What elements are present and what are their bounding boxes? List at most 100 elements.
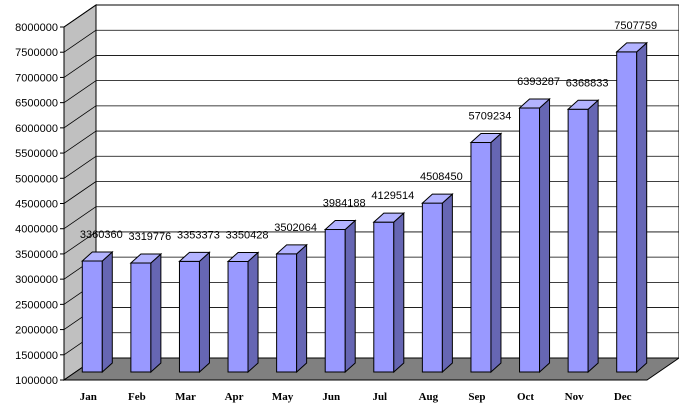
y-tick-label: 8000000: [15, 22, 58, 34]
y-tick-label: 1000000: [15, 375, 58, 387]
data-label: 3502064: [274, 222, 317, 234]
data-label: 4129514: [371, 190, 414, 202]
bar-side: [393, 212, 405, 374]
data-label: 3360360: [80, 229, 123, 241]
y-tick-label: 7500000: [15, 47, 58, 59]
bar-jul: [372, 212, 406, 374]
bar-front: [519, 107, 541, 373]
bar-mar: [178, 251, 211, 374]
bar-front: [616, 51, 638, 373]
data-label: 3319776: [128, 231, 171, 243]
bar-top: [80, 251, 114, 262]
x-tick-label: Sep: [468, 391, 485, 403]
bar-side: [344, 219, 356, 374]
bar-side: [198, 251, 210, 374]
data-label: 4508450: [420, 171, 463, 183]
bar-front: [178, 260, 200, 373]
x-tick-label: Apr: [225, 391, 244, 403]
bar-side: [247, 251, 259, 374]
x-tick-label: Jan: [80, 391, 97, 403]
data-label: 5709234: [469, 111, 512, 123]
y-tick-label: 1500000: [15, 350, 58, 362]
y-tick-label: 3500000: [15, 249, 58, 261]
bar-top: [226, 251, 260, 262]
gridline-side: [63, 130, 97, 154]
bar-front: [276, 253, 298, 373]
x-tick-label: Oct: [517, 391, 534, 403]
bar-front: [470, 142, 492, 373]
x-tick-label: Dec: [614, 391, 632, 403]
bar-side: [490, 132, 502, 374]
bar-sep: [469, 132, 503, 374]
bar-side: [101, 250, 113, 374]
y-tick-label: 7000000: [15, 72, 58, 84]
bar-top: [421, 193, 454, 204]
x-tick-label: Jun: [322, 391, 340, 403]
gridline-side: [63, 231, 97, 255]
bar-top: [518, 98, 551, 109]
bar-top: [615, 42, 649, 53]
y-tick-label: 5500000: [15, 148, 58, 160]
bar-top: [178, 251, 211, 262]
data-label: 3350428: [226, 229, 269, 241]
bar-jan: [80, 250, 114, 374]
bar-front: [421, 202, 443, 373]
bar-front: [567, 108, 589, 373]
bar-dec: [615, 41, 649, 374]
data-labels: 3360360 3319776 3353373 3350428 3502064 39841…: [80, 20, 657, 243]
bar-jun: [323, 219, 357, 374]
x-tick-label: Mar: [175, 391, 196, 403]
x-tick-label: May: [272, 391, 294, 403]
bar-feb: [129, 252, 163, 374]
bar-top: [566, 99, 600, 110]
data-label: 3353373: [177, 229, 220, 241]
x-tick-label: Aug: [419, 391, 439, 403]
y-axis-ticks: 1000000 1500000 2000000 2500000 3000000 35000…: [15, 22, 64, 387]
bar-side: [587, 99, 599, 374]
gridline-side: [63, 206, 97, 230]
gridline-side: [63, 4, 97, 28]
bar-apr: [226, 251, 260, 374]
bar-top: [129, 253, 163, 264]
bar-front: [130, 262, 152, 373]
bar-side: [636, 41, 648, 374]
gridline-side: [63, 80, 97, 103]
bar-side: [441, 192, 453, 374]
data-label: 6368833: [566, 77, 609, 89]
bar-side: [539, 97, 551, 374]
y-tick-label: 2000000: [15, 325, 58, 337]
bar-front: [373, 221, 395, 373]
y-tick-label: 3000000: [15, 274, 58, 286]
bar-side: [150, 252, 162, 374]
gridline-side: [63, 181, 97, 204]
bar-aug: [421, 192, 454, 374]
bar-front: [81, 260, 103, 373]
y-tick-label: 6000000: [15, 123, 58, 135]
gridline-side: [63, 105, 97, 129]
y-tick-label: 4000000: [15, 224, 58, 236]
bar-oct: [518, 97, 551, 374]
bar-nov: [566, 99, 600, 374]
bar-side: [296, 243, 308, 374]
y-tick-label: 2500000: [15, 299, 58, 311]
gridline-side: [63, 29, 97, 53]
bar-may: [275, 243, 308, 374]
bar-front: [227, 260, 249, 373]
bar-top: [275, 244, 308, 255]
y-tick-label: 5000000: [15, 173, 58, 185]
data-label: 3984188: [323, 198, 366, 210]
bar-front: [324, 229, 346, 373]
y-tick-label: 6500000: [15, 98, 58, 110]
x-axis-labels: Jan Feb Mar Apr May Jun Jul Aug Sep Oct Nov Dec: [80, 391, 632, 403]
gridline-side: [63, 155, 97, 179]
x-tick-label: Nov: [565, 391, 584, 403]
bar-top: [469, 133, 503, 144]
y-tick-label: 4500000: [15, 199, 58, 211]
data-label: 7507759: [614, 20, 657, 32]
bar-top: [372, 212, 406, 223]
x-tick-label: Jul: [372, 391, 387, 403]
data-label: 6393287: [517, 76, 560, 88]
bar-top: [323, 220, 357, 231]
